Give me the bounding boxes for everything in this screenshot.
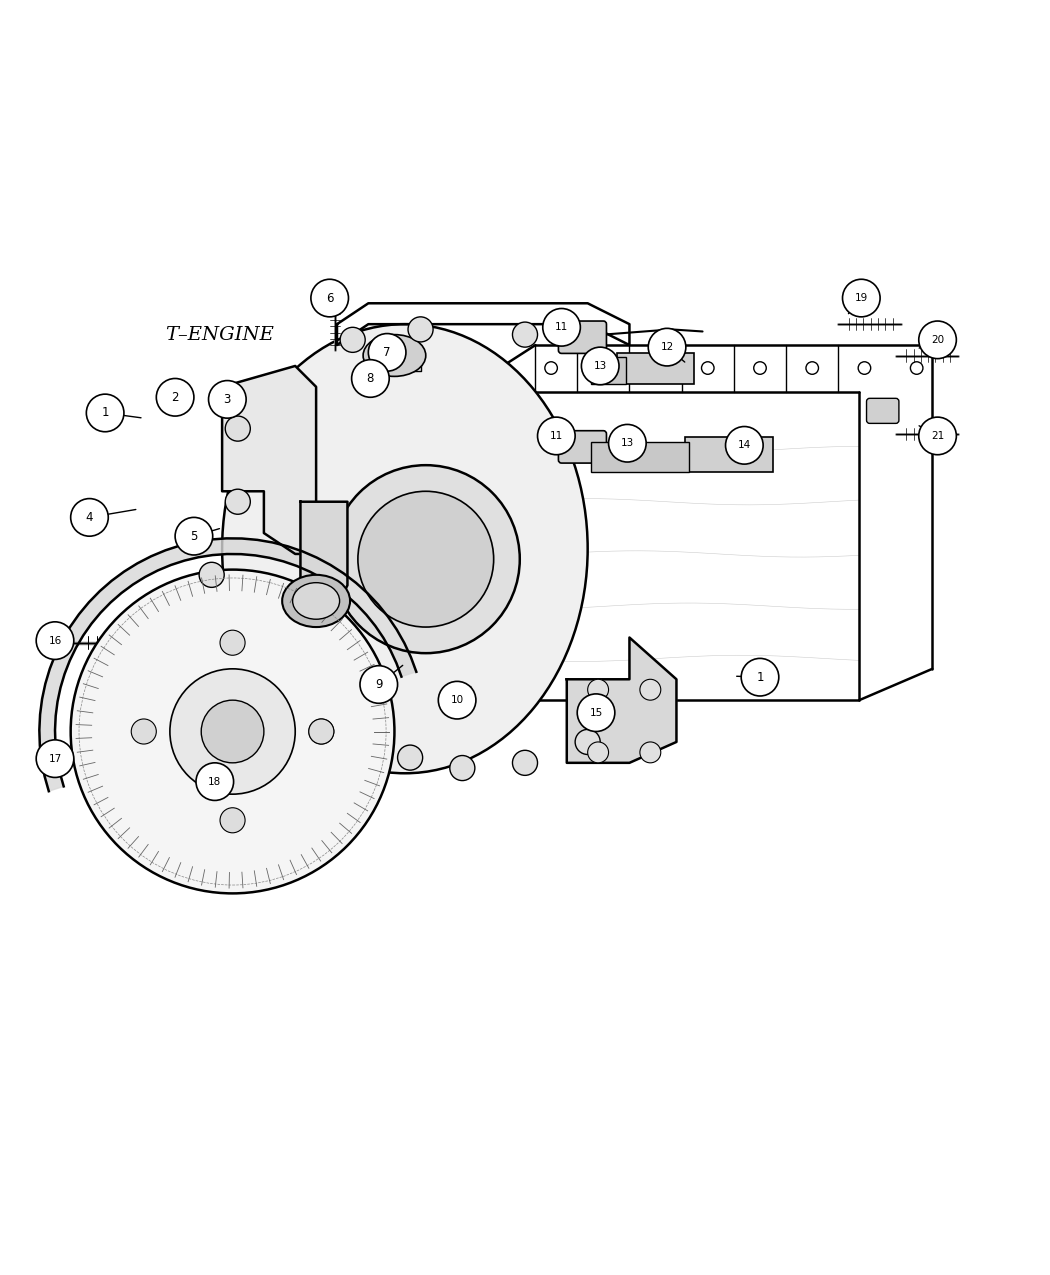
Polygon shape — [223, 366, 316, 553]
Text: 18: 18 — [208, 776, 222, 787]
Text: 5: 5 — [190, 529, 197, 543]
Circle shape — [360, 666, 398, 704]
Circle shape — [131, 719, 156, 745]
Polygon shape — [567, 638, 676, 762]
FancyBboxPatch shape — [591, 357, 626, 384]
Ellipse shape — [293, 583, 339, 620]
Circle shape — [36, 740, 74, 778]
Text: 11: 11 — [550, 431, 563, 441]
Circle shape — [609, 425, 646, 462]
Text: 12: 12 — [660, 342, 674, 352]
Circle shape — [575, 729, 601, 755]
Text: 8: 8 — [366, 372, 374, 385]
Circle shape — [369, 334, 406, 371]
Circle shape — [806, 362, 819, 375]
Circle shape — [543, 309, 581, 346]
Circle shape — [582, 347, 620, 385]
Text: 1: 1 — [756, 671, 763, 683]
Circle shape — [352, 360, 390, 398]
Circle shape — [209, 380, 246, 418]
Circle shape — [597, 362, 610, 375]
Circle shape — [741, 658, 779, 696]
Ellipse shape — [223, 324, 588, 773]
Circle shape — [842, 279, 880, 317]
Circle shape — [754, 362, 766, 375]
Text: 10: 10 — [450, 695, 464, 705]
Text: 17: 17 — [48, 754, 62, 764]
Circle shape — [202, 700, 264, 762]
Circle shape — [332, 465, 520, 653]
Circle shape — [588, 680, 609, 700]
Circle shape — [545, 362, 558, 375]
FancyBboxPatch shape — [617, 353, 694, 384]
Circle shape — [726, 427, 763, 464]
Circle shape — [220, 630, 245, 655]
Text: 2: 2 — [171, 390, 178, 404]
Circle shape — [639, 680, 660, 700]
Circle shape — [175, 518, 213, 555]
Circle shape — [438, 681, 476, 719]
Circle shape — [512, 750, 538, 775]
Circle shape — [578, 694, 615, 732]
Circle shape — [340, 328, 365, 352]
Circle shape — [70, 499, 108, 537]
Text: 15: 15 — [589, 708, 603, 718]
Circle shape — [220, 808, 245, 833]
Circle shape — [512, 323, 538, 347]
Circle shape — [648, 329, 686, 366]
Text: 19: 19 — [855, 293, 868, 303]
Text: 4: 4 — [86, 511, 93, 524]
Circle shape — [156, 379, 194, 416]
Circle shape — [86, 394, 124, 432]
Circle shape — [309, 719, 334, 745]
Circle shape — [309, 719, 334, 745]
FancyBboxPatch shape — [685, 437, 773, 473]
Polygon shape — [39, 538, 416, 792]
Text: 11: 11 — [555, 323, 568, 333]
FancyBboxPatch shape — [559, 321, 607, 353]
Circle shape — [170, 669, 295, 794]
Ellipse shape — [282, 575, 350, 627]
Text: 16: 16 — [48, 636, 62, 645]
Circle shape — [226, 416, 250, 441]
Circle shape — [408, 317, 433, 342]
Text: 9: 9 — [375, 678, 382, 691]
Ellipse shape — [363, 334, 426, 376]
Text: 3: 3 — [224, 393, 231, 405]
Text: 1: 1 — [102, 407, 109, 419]
Circle shape — [649, 362, 662, 375]
Circle shape — [358, 491, 493, 627]
Text: 7: 7 — [383, 346, 391, 358]
Text: 13: 13 — [621, 439, 634, 449]
Circle shape — [226, 490, 250, 514]
Circle shape — [701, 362, 714, 375]
Polygon shape — [300, 502, 348, 606]
Circle shape — [36, 622, 74, 659]
FancyBboxPatch shape — [559, 431, 607, 463]
Circle shape — [639, 742, 660, 762]
Circle shape — [919, 321, 957, 358]
FancyBboxPatch shape — [591, 442, 689, 473]
Circle shape — [919, 417, 957, 455]
Text: 21: 21 — [931, 431, 944, 441]
Text: 20: 20 — [931, 335, 944, 344]
Text: 14: 14 — [738, 440, 751, 450]
FancyBboxPatch shape — [866, 398, 899, 423]
Circle shape — [200, 562, 225, 588]
Circle shape — [449, 756, 475, 780]
Text: 13: 13 — [593, 361, 607, 371]
Circle shape — [311, 279, 349, 317]
Circle shape — [70, 570, 395, 894]
Circle shape — [910, 362, 923, 375]
Text: T–ENGINE: T–ENGINE — [165, 325, 274, 343]
Circle shape — [398, 745, 423, 770]
Circle shape — [196, 762, 233, 801]
Circle shape — [858, 362, 870, 375]
Circle shape — [538, 417, 575, 455]
Circle shape — [588, 742, 609, 762]
Text: 6: 6 — [326, 292, 334, 305]
